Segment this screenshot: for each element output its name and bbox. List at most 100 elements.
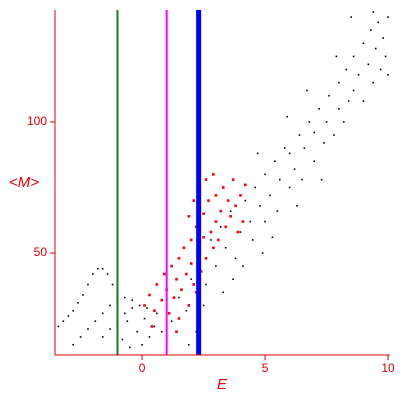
point <box>124 296 126 299</box>
point <box>328 94 330 97</box>
point <box>271 236 274 239</box>
point <box>138 304 141 307</box>
point <box>109 304 111 307</box>
point <box>333 134 335 136</box>
point <box>288 186 291 189</box>
point <box>121 338 124 341</box>
point <box>244 183 247 187</box>
point <box>234 257 237 260</box>
point <box>254 186 257 189</box>
point <box>236 230 240 234</box>
point <box>126 320 129 322</box>
point <box>219 226 222 228</box>
point <box>222 291 225 294</box>
point <box>72 343 75 346</box>
point <box>313 131 316 134</box>
x-tick-label: 0 <box>139 361 146 375</box>
point <box>387 16 389 18</box>
point <box>338 108 340 110</box>
point <box>212 173 215 176</box>
point <box>338 81 340 84</box>
point <box>87 283 89 286</box>
point <box>241 220 245 223</box>
point <box>160 330 163 333</box>
point <box>350 16 352 18</box>
point <box>306 89 308 92</box>
point <box>229 215 232 218</box>
point <box>251 239 254 241</box>
point <box>128 346 131 349</box>
point <box>239 194 242 197</box>
point <box>352 55 355 58</box>
point <box>372 81 375 84</box>
point <box>308 121 311 123</box>
point <box>136 330 138 333</box>
x-tick-label: 5 <box>262 361 269 375</box>
point <box>62 320 65 322</box>
point <box>82 294 84 296</box>
point <box>101 267 104 270</box>
point <box>301 178 303 181</box>
point <box>352 89 355 92</box>
point <box>320 178 323 181</box>
point <box>202 212 205 215</box>
point <box>79 336 82 338</box>
point <box>92 273 94 275</box>
point <box>264 220 266 223</box>
point <box>274 160 276 163</box>
point <box>101 312 104 315</box>
point <box>153 325 156 328</box>
point <box>318 108 320 110</box>
point <box>384 55 387 58</box>
point <box>209 230 213 234</box>
point <box>67 315 70 317</box>
point <box>244 199 247 202</box>
point <box>264 173 266 176</box>
point <box>293 168 296 170</box>
x-tick-label: 10 <box>381 361 395 375</box>
point <box>283 147 286 149</box>
point <box>207 199 210 202</box>
point <box>219 209 223 213</box>
point <box>342 121 345 123</box>
point <box>77 302 79 304</box>
point <box>190 278 193 281</box>
point <box>148 293 151 297</box>
point <box>298 134 301 136</box>
point <box>180 288 183 292</box>
point <box>178 296 180 299</box>
point <box>212 246 215 250</box>
point <box>94 320 97 322</box>
point <box>269 194 271 197</box>
point <box>288 152 291 155</box>
point <box>155 283 159 286</box>
point <box>156 312 158 315</box>
point <box>224 225 227 229</box>
point <box>192 283 196 286</box>
point <box>131 299 134 302</box>
point <box>229 210 232 212</box>
point <box>72 309 75 312</box>
point <box>96 267 99 270</box>
point <box>150 325 154 328</box>
point <box>367 63 370 66</box>
point <box>162 272 166 276</box>
point <box>286 115 288 118</box>
y-axis-title: <M> <box>9 174 39 191</box>
point <box>232 278 234 281</box>
point <box>170 264 173 268</box>
point <box>187 304 191 307</box>
point <box>185 309 188 312</box>
point <box>141 343 143 346</box>
point <box>153 309 156 312</box>
point <box>231 178 235 181</box>
point <box>177 256 181 260</box>
point <box>148 336 151 338</box>
point <box>357 73 360 76</box>
point <box>192 199 196 202</box>
point <box>256 152 259 155</box>
point <box>189 262 193 265</box>
point <box>335 55 338 58</box>
point <box>57 325 60 328</box>
